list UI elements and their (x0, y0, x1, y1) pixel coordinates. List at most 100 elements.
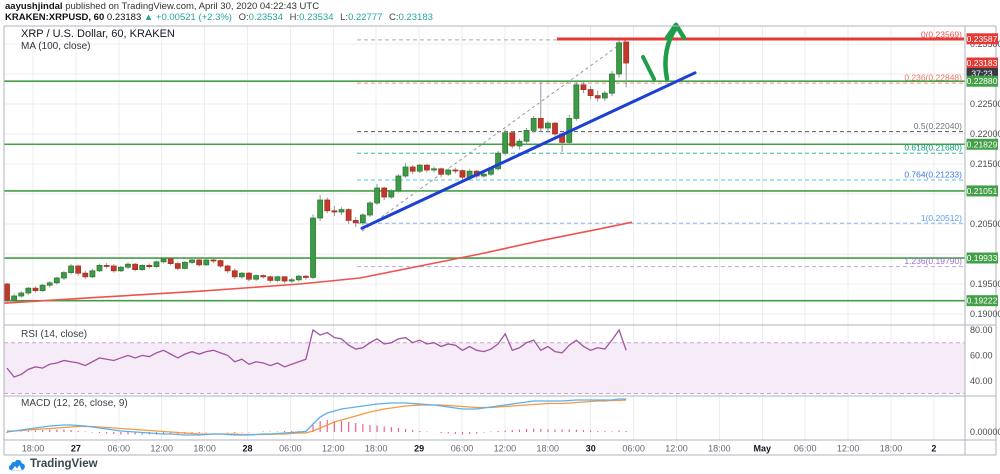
green-mark (641, 55, 656, 81)
footer-brand: TradingView (8, 456, 98, 472)
candle (4, 283, 10, 301)
quote-header: KRAKEN:XRPUSD, 60 0.23183 ▲ +0.00521 (+2… (5, 12, 433, 23)
support-price-badge-label: 0.19222 (967, 296, 998, 306)
high-price-badge (966, 33, 998, 45)
last-price-badge-label: 0.23183 (967, 58, 998, 68)
candle (153, 261, 160, 267)
candle (89, 270, 96, 278)
candle (238, 272, 245, 278)
candle (544, 122, 551, 129)
macd-line (6, 398, 627, 436)
candle (367, 202, 373, 216)
time-axis-label: 28 (242, 444, 252, 454)
candle (96, 264, 103, 272)
candle (445, 169, 452, 175)
support-price-badge (966, 295, 998, 307)
fib-level-label: 1.236(0.19790) (904, 256, 962, 266)
high-label: H: (289, 12, 300, 23)
countdown-badge (966, 68, 998, 80)
rsi-tick-label: 60.00 (970, 350, 993, 360)
candle (11, 295, 18, 301)
candle (139, 264, 146, 270)
time-axis-label: 06:00 (794, 444, 817, 454)
high-price-badge-label: 0.23587 (967, 34, 998, 44)
tradingview-logo-icon (8, 459, 25, 470)
candle (196, 259, 203, 266)
time-axis-label: 06:00 (108, 444, 131, 454)
candle (324, 199, 331, 212)
candle (530, 118, 537, 131)
time-axis-label: 18:00 (365, 444, 388, 454)
price-tick-label: 0.19500 (970, 279, 1000, 289)
candle (167, 258, 174, 264)
candle (623, 41, 630, 64)
candle (125, 263, 131, 268)
time-axis-label: 18:00 (193, 444, 216, 454)
time-axis-label: 06:00 (622, 444, 645, 454)
candle (601, 92, 608, 99)
support-price-badge-label: 0.21829 (967, 139, 998, 149)
time-axis-label: May (754, 444, 772, 454)
candle (32, 287, 39, 292)
time-axis-label: 18:00 (708, 444, 731, 454)
candle (338, 209, 345, 213)
macd-signal-line (7, 399, 627, 436)
candle (53, 277, 60, 284)
support-price-badge-label: 0.21051 (967, 186, 998, 196)
last-price: 0.23183 (106, 12, 142, 23)
candle (587, 89, 594, 96)
fib-level-label: 0.764(0.21233) (904, 170, 962, 180)
high-value: 0.23534 (299, 12, 334, 23)
low-label: L: (340, 12, 349, 23)
candle (616, 42, 622, 75)
dashed-trendline (361, 39, 627, 232)
time-axis-label: 18:00 (22, 444, 45, 454)
close-value: 0.23183 (398, 12, 433, 23)
candle (68, 265, 74, 273)
candle (231, 270, 238, 278)
time-axis-label: 06:00 (451, 444, 474, 454)
candle (580, 84, 587, 91)
support-price-badge (966, 252, 998, 264)
candle (274, 276, 281, 281)
candle (431, 168, 437, 171)
fib-level-label: 0.618(0.21680) (904, 143, 962, 153)
candle (310, 217, 316, 278)
candle (402, 166, 409, 177)
rsi-tick-label: 40.00 (970, 376, 993, 386)
candle (395, 175, 402, 192)
open-label: O: (238, 12, 249, 23)
price-tick-label: 0.20500 (970, 219, 1000, 229)
support-price-badge (966, 138, 998, 150)
candle (61, 272, 67, 279)
candle (39, 284, 46, 292)
candle (537, 118, 544, 129)
candle (317, 199, 324, 219)
brand-name: TradingView (30, 458, 98, 470)
candle (552, 122, 558, 135)
support-price-badge (966, 75, 998, 87)
time-axis-label: 12:00 (837, 444, 860, 454)
publish-info: published on TradingView.com, April 30, … (65, 1, 320, 12)
blue-trendline (360, 71, 697, 230)
time-axis-label: 12:00 (322, 444, 345, 454)
last-price-badge (966, 57, 998, 69)
candle (110, 265, 117, 272)
author-name: aayushjindal (5, 1, 63, 12)
candle (509, 132, 516, 147)
candle (103, 264, 110, 267)
rsi-line (6, 328, 627, 378)
support-price-badge (966, 185, 998, 197)
candle (381, 187, 388, 198)
price-change: ▲ +0.00521 (+2.3%) (143, 12, 232, 23)
candle (409, 166, 416, 172)
candle (523, 129, 530, 142)
rsi-pane-label: RSI (14, close) (21, 329, 88, 340)
candle (82, 272, 89, 278)
rsi-band (4, 342, 965, 394)
candle (295, 275, 302, 281)
candle (260, 275, 267, 278)
candle (388, 190, 395, 198)
